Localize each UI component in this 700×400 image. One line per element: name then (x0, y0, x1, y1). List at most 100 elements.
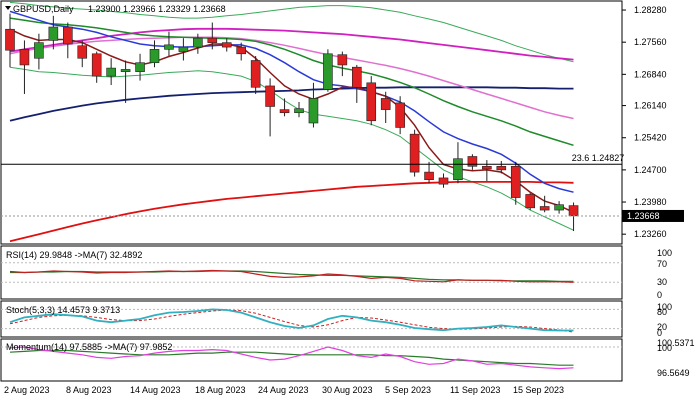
bearish-candle-body (380, 98, 391, 110)
bullish-candle-body (120, 69, 131, 72)
rsi-panel-frame (0, 245, 623, 300)
candle (568, 202, 579, 232)
stoch-panel-frame (0, 300, 623, 338)
date-axis: 2 Aug 2023 8 Aug 2023 14 Aug 2023 18 Aug… (4, 385, 564, 395)
bollinger-bands (9, 1, 574, 231)
bollinger-lower-line (9, 66, 574, 231)
candle (221, 38, 232, 52)
candle (323, 49, 333, 92)
ma-100-line (9, 86, 574, 122)
ma-200-line (9, 180, 574, 243)
candle (149, 40, 160, 68)
ma-20-line (9, 17, 574, 147)
momentum-level-top: 100.5371 (657, 338, 695, 348)
candle (279, 98, 290, 117)
bollinger-upper-line (9, 1, 574, 63)
rsi-level-0: 0 (657, 290, 662, 300)
candle (178, 38, 189, 61)
fib-level-label: 23.6 1.24827 (572, 153, 625, 163)
stoch-level-0: 0 (657, 328, 662, 338)
bearish-candle-body (207, 37, 218, 43)
candle (409, 129, 420, 177)
bullish-candle-body (48, 26, 59, 41)
bearish-candle-body (482, 166, 492, 170)
bearish-candle-body (539, 206, 550, 211)
candle (120, 60, 131, 103)
candle (77, 40, 88, 68)
date-label: 2 Aug 2023 (4, 385, 50, 395)
bearish-candle-body (337, 54, 348, 66)
ma-5-line (9, 28, 574, 213)
candle (539, 195, 550, 213)
bearish-candle-body (265, 85, 275, 107)
candle (467, 154, 478, 170)
candle (380, 91, 391, 123)
current-price-tag: 1.23668 (622, 209, 684, 222)
momentum-ma-line (9, 349, 574, 366)
bearish-candle-body (424, 171, 434, 181)
ohlc-label: 1.23900 1.23966 1.23329 1.23668 (88, 4, 226, 14)
date-label: 8 Aug 2023 (66, 385, 112, 395)
date-label: 24 Aug 2023 (258, 385, 309, 395)
chart-header: GBPUSD,Daily 1.23900 1.23966 1.23329 1.2… (5, 4, 226, 14)
date-label: 18 Aug 2023 (195, 385, 246, 395)
bearish-candle-body (250, 60, 261, 88)
bullish-candle-body (308, 98, 319, 124)
date-label: 5 Sep 2023 (385, 385, 431, 395)
candle (135, 53, 145, 81)
candle (34, 33, 44, 70)
bearish-candle-body (236, 46, 246, 55)
current-price-value: 1.23668 (627, 211, 660, 221)
bearish-candle-body (77, 45, 88, 59)
candle (395, 96, 405, 135)
bearish-candle-body (525, 194, 536, 209)
stoch-d-line (9, 309, 574, 333)
date-label: 11 Sep 2023 (450, 385, 500, 395)
bullish-candle-body (294, 108, 304, 114)
price-tick-label: 1.23980 (634, 197, 667, 207)
candle (438, 173, 449, 188)
dropdown-triangle-icon[interactable] (5, 6, 11, 10)
candle (424, 161, 434, 184)
bullish-candle-body (149, 49, 160, 64)
bearish-candle-body (496, 166, 507, 171)
candle (236, 42, 246, 61)
rsi-indicator (1, 262, 622, 283)
bullish-candle-body (164, 44, 174, 50)
candle (48, 15, 59, 50)
bearish-candle-body (91, 53, 102, 77)
candle (294, 102, 304, 118)
stoch-level-100: 100 (657, 302, 672, 312)
rsi-label: RSI(14) 29.9848 ->MA(7) 32.4892 (6, 250, 142, 260)
bearish-candle-body (279, 109, 290, 114)
stochastic-indicator (1, 308, 622, 333)
date-label: 14 Aug 2023 (130, 385, 181, 395)
candle (453, 142, 463, 184)
bearish-candle-body (510, 166, 521, 198)
momentum-indicator (1, 346, 622, 370)
candle (207, 22, 218, 50)
candle (510, 161, 521, 205)
momentum-level-100: 100 (657, 343, 672, 353)
ma-30-line (9, 36, 574, 120)
bearish-candle-body (568, 205, 579, 217)
date-label: 15 Sep 2023 (513, 385, 564, 395)
momentum-panel-frame (0, 338, 623, 382)
bullish-candle-body (193, 37, 203, 48)
ma-55-line (9, 27, 574, 61)
bullish-candle-body (323, 53, 333, 90)
candle (366, 76, 377, 126)
stoch-level-80: 80 (657, 307, 667, 317)
candle (525, 193, 536, 211)
rsi-level-70: 70 (657, 259, 667, 269)
price-tick-label: 1.26140 (634, 101, 667, 111)
bearish-candle-body (5, 28, 15, 51)
bearish-candle-body (62, 26, 73, 45)
stoch-label: Stoch(5,3,3) 14.4573 9.3713 (6, 305, 120, 315)
date-label: 30 Aug 2023 (322, 385, 373, 395)
candle (193, 33, 203, 54)
ma-10-line (9, 10, 574, 193)
stoch-k-line (9, 308, 574, 332)
